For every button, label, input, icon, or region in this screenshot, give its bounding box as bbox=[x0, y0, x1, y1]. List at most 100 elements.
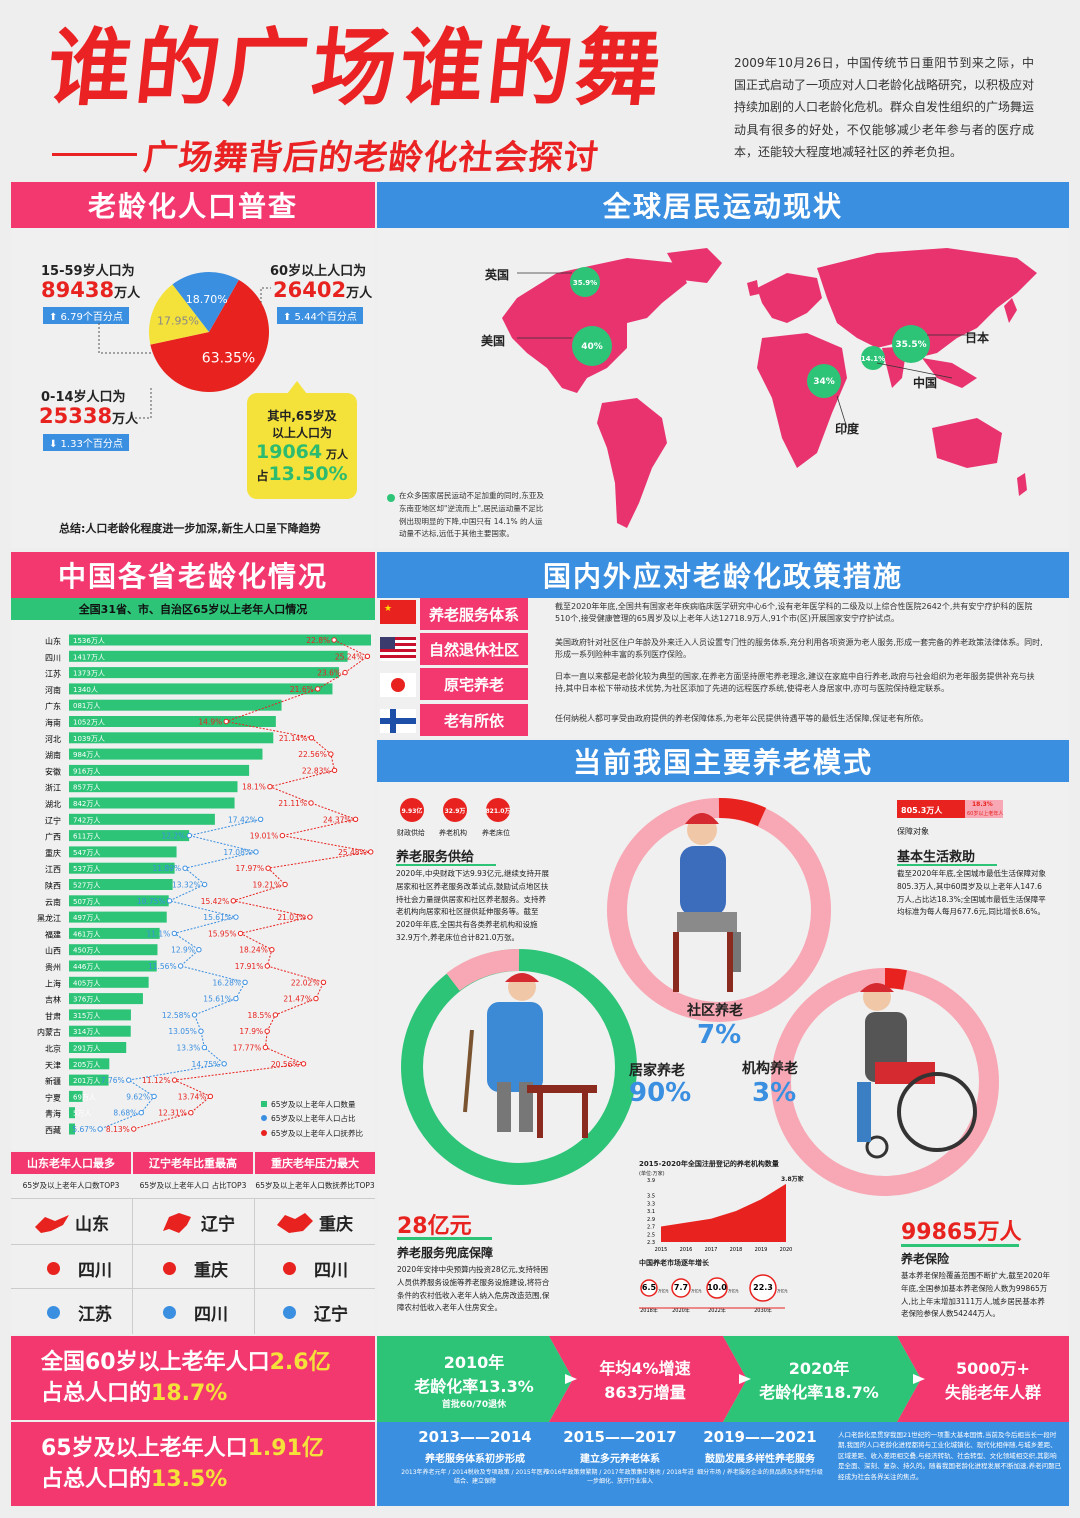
province-bar-label: 1536万人 bbox=[73, 637, 105, 645]
province-bar-label: 1373万人 bbox=[73, 670, 105, 678]
pie-slice bbox=[149, 284, 209, 345]
province-bar-label: 291万人 bbox=[73, 1045, 100, 1053]
province-point bbox=[182, 865, 188, 871]
province-label: 重庆 bbox=[45, 848, 61, 858]
province-point-label: 16.28% bbox=[212, 978, 241, 987]
world-bubble bbox=[572, 326, 612, 366]
province-point bbox=[233, 995, 239, 1002]
elderly-woman-figure bbox=[673, 813, 741, 992]
province-point-label: 12.2% bbox=[162, 832, 186, 841]
callout-pointer bbox=[287, 381, 307, 394]
province-point bbox=[201, 1044, 208, 1051]
svg-text:★: ★ bbox=[384, 604, 392, 614]
province-point bbox=[313, 995, 319, 1002]
province-point bbox=[186, 832, 193, 839]
arrow-shape bbox=[377, 1336, 573, 1422]
supply-title: 养老服务供给 bbox=[396, 850, 475, 865]
province-point-label: 22.83% bbox=[302, 766, 331, 775]
g1559-change: ⬆ 6.79个百分点 bbox=[43, 307, 129, 324]
province-point-label: 8.13% bbox=[106, 1125, 130, 1134]
policy-desc: 截至2020年年底,全国共有国家老年疾病临床医学研究中心6个,设有老年医学科的二… bbox=[555, 602, 1033, 624]
africa bbox=[757, 333, 847, 468]
province-point-label: 23.6% bbox=[317, 669, 341, 678]
province-point-label: 13.3% bbox=[177, 1044, 201, 1053]
province-bar bbox=[69, 667, 339, 679]
title-rule bbox=[52, 153, 137, 156]
greenland bbox=[667, 248, 722, 283]
province-point-label: 11.56% bbox=[148, 962, 177, 971]
supply-badge bbox=[443, 798, 467, 822]
province-point-label: 12.31% bbox=[158, 1109, 187, 1118]
market-unit: 万亿元 bbox=[728, 1288, 739, 1293]
relief-bar-value: 805.3万人 bbox=[901, 806, 943, 815]
province-point bbox=[315, 686, 321, 692]
arrow-tip bbox=[565, 1374, 577, 1384]
flow-line3: 首批60/70退休 bbox=[441, 1399, 507, 1410]
callout-value: 19064 bbox=[256, 441, 323, 463]
province-label: 上海 bbox=[45, 978, 61, 988]
divider bbox=[132, 1198, 133, 1334]
province-point-label: 21.6% bbox=[290, 685, 314, 694]
southeast-asia bbox=[922, 358, 977, 388]
mini-xtick: 2015 bbox=[655, 1247, 668, 1253]
province-label: 云南 bbox=[45, 897, 61, 907]
province-label: 广东 bbox=[45, 701, 61, 711]
elderly-man-cane-figure bbox=[463, 973, 597, 1138]
province-bar bbox=[69, 960, 157, 972]
top3-cell: 四川 bbox=[314, 1261, 348, 1281]
province-label: 湖南 bbox=[45, 750, 61, 760]
label-japan: 日本 bbox=[965, 331, 990, 345]
g014-change: ⬇ 1.33个百分点 bbox=[43, 434, 129, 451]
flow-line1: 年均4%增速 bbox=[599, 1359, 691, 1378]
stat-box-65plus: 65岁及以上老年人口1.91亿 占总人口的13.5% bbox=[11, 1422, 375, 1506]
stat-60-pct: 18.7% bbox=[151, 1380, 228, 1406]
province-line bbox=[99, 818, 261, 1130]
province-bar-label: 081万人 bbox=[73, 702, 100, 710]
province-bar-label: 497万人 bbox=[73, 914, 100, 922]
province-bar bbox=[69, 927, 160, 939]
leader-line bbox=[876, 362, 953, 379]
fund-value: 28亿元 bbox=[397, 1214, 472, 1239]
province-point-label: 21.11% bbox=[278, 799, 307, 808]
province-point bbox=[331, 637, 337, 643]
province-bar bbox=[69, 781, 238, 793]
province-label: 河北 bbox=[45, 734, 61, 744]
province-point-label: 17.9% bbox=[239, 1027, 263, 1036]
province-point bbox=[191, 1012, 198, 1018]
market-circle bbox=[706, 1277, 728, 1299]
top3-sub: 65岁及以上老年人口数抚养比TOP3 bbox=[255, 1181, 375, 1190]
community-pct: 7% bbox=[697, 1020, 742, 1050]
g60-label: 60岁以上人口为 bbox=[270, 264, 367, 279]
province-label: 安徽 bbox=[45, 766, 61, 776]
market-value: 22.3 bbox=[753, 1283, 773, 1292]
world-bubble-label: 34% bbox=[813, 377, 835, 387]
province-point bbox=[320, 979, 327, 985]
market-unit: 万亿元 bbox=[658, 1288, 669, 1293]
fund-rule bbox=[397, 1237, 492, 1240]
modes-header: 当前我国主要养老模式 bbox=[377, 740, 1069, 782]
province-bar-label: 742万人 bbox=[73, 816, 100, 824]
province-label: 青海 bbox=[45, 1109, 61, 1119]
europe bbox=[757, 273, 822, 323]
province-bar bbox=[69, 976, 149, 988]
mini-ytick: 2.3 bbox=[647, 1240, 655, 1246]
supply-badge-label: 财政供给 bbox=[397, 829, 425, 837]
timeline-item: 2019——2021 鼓励发展多样性养老服务 细分市场 / 养老服务企业的良品质… bbox=[690, 1428, 830, 1477]
province-bar bbox=[69, 944, 158, 956]
province-point bbox=[262, 1044, 269, 1051]
province-point-label: 7.76% bbox=[101, 1076, 125, 1085]
flow-line2: 863万增量 bbox=[604, 1383, 686, 1402]
province-point-label: 18.5% bbox=[248, 1011, 272, 1020]
policy-desc: 美国政府针对社区住户年龄及外来迁入人员设置专门性的服务体系,充分利用各项资源为老… bbox=[555, 638, 1043, 660]
top3-cell: 辽宁 bbox=[314, 1305, 348, 1325]
page-title: 谁的广场谁的舞 bbox=[42, 19, 670, 117]
province-point bbox=[177, 963, 184, 969]
province-label: 河南 bbox=[45, 685, 61, 695]
census-pie-chart: 63.35% 17.95% 18.70% bbox=[98, 272, 271, 419]
province-bar-label: 857万人 bbox=[73, 784, 100, 792]
province-point-label: 12.58% bbox=[162, 1011, 191, 1020]
province-chart-title: 全国31省、市、自治区65岁以上老年人口情况 bbox=[11, 598, 375, 620]
province-point bbox=[242, 979, 248, 985]
supply-text: 2020年,中央财政下达9.93亿元,继续支持开展居家和社区养老服务改革试点,鼓… bbox=[396, 869, 550, 942]
province-line bbox=[133, 639, 371, 1130]
